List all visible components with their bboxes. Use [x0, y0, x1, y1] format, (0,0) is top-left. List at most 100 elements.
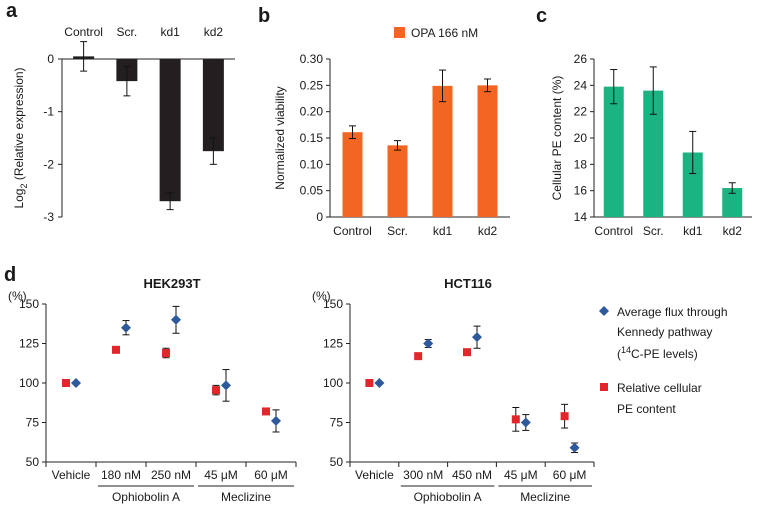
a-bar: [159, 59, 181, 202]
b-y-tick-label: 0.30: [300, 52, 324, 66]
b-y-tick-label: 0: [316, 210, 323, 224]
d-right-flux-point: [472, 332, 482, 343]
c-x-tick-label: Control: [594, 224, 633, 238]
d-left-y-unit: (%): [8, 289, 27, 303]
d-right-flux-point: [423, 338, 434, 349]
d-left-pe-content-point: [162, 348, 170, 357]
b-bar: [432, 85, 453, 217]
a-y-tick-label: -1: [43, 105, 54, 119]
d-right-pe-content-point: [463, 348, 471, 357]
d-left-pe-content-point: [112, 345, 120, 354]
a-x-tick-label: Control: [64, 25, 103, 39]
panel-d-legend: Average flux through Kennedy pathway (14C-…: [599, 305, 728, 416]
c-bar: [682, 152, 703, 217]
legend-flux-line-3: (14C-PE levels): [617, 345, 698, 361]
d-left-x-tick-label: 250 nM: [151, 468, 191, 482]
b-y-tick-label: 0.05: [300, 184, 324, 198]
b-legend-label: OPA 166 nM: [411, 26, 478, 40]
b-y-tick-label: 0.25: [300, 78, 324, 92]
d-right-title: HCT116: [444, 276, 492, 291]
c-y-tick-label: 18: [574, 157, 588, 171]
c-bar: [643, 90, 664, 217]
b-x-tick-label: Scr.: [387, 224, 408, 238]
c-y-tick-label: 20: [574, 131, 588, 145]
d-left-pe-content-point: [262, 407, 270, 416]
a-y-tick-label: -2: [43, 157, 54, 171]
d-left-title: HEK293T: [143, 276, 200, 291]
panel-d-hct116-chart: HCT116 (%) 50 75 100 125 150 Vehicle 300 nM 450 n…: [312, 276, 595, 504]
d-right-y-tick-label: 150: [323, 297, 343, 311]
d-right-y-tick-label: 50: [330, 455, 344, 469]
legend-flux-marker: [599, 306, 609, 316]
d-left-y-tick-label: 50: [26, 455, 40, 469]
b-y-tick-label: 0.15: [300, 131, 324, 145]
b-y-tick-label: 0.20: [300, 105, 324, 119]
d-right-x-tick-label: 45 μM: [504, 468, 538, 482]
d-right-x-tick-label: 300 nM: [403, 468, 443, 482]
c-x-tick-label: kd2: [723, 224, 743, 238]
d-left-flux-point: [121, 322, 131, 333]
d-left-pe-content-point: [62, 379, 70, 387]
c-y-tick-label: 26: [574, 52, 588, 66]
d-left-flux-point: [271, 415, 281, 426]
d-left-y-tick-label: 100: [19, 376, 39, 390]
panel-label-b: b: [258, 5, 270, 27]
c-y-tick-label: 16: [574, 184, 588, 198]
c-bar: [603, 86, 624, 218]
legend-pe-marker: [600, 383, 608, 391]
a-x-tick-label: kd1: [160, 25, 180, 39]
d-left-flux-point: [221, 380, 231, 391]
d-right-y-tick-label: 125: [323, 337, 343, 351]
d-right-y-unit: (%): [312, 289, 331, 303]
d-right-x-tick-label: 450 nM: [452, 468, 492, 482]
a-y-tick-label: 0: [47, 52, 54, 66]
c-y-axis-label: Cellular PE content (%): [550, 76, 564, 201]
legend-flux-line-2: Kennedy pathway: [617, 325, 712, 339]
d-right-flux-point: [569, 442, 580, 453]
d-left-flux-point: [71, 378, 81, 388]
d-left-pe-content-point: [212, 386, 220, 395]
a-bar: [202, 59, 224, 152]
b-x-tick-label: kd2: [478, 224, 498, 238]
panel-label-c: c: [536, 5, 547, 27]
c-x-tick-label: kd1: [683, 224, 703, 238]
d-left-x-tick-label: 60 μM: [254, 468, 288, 482]
a-y-tick-label: -3: [43, 210, 54, 224]
d-right-group-label: Meclizine: [520, 490, 570, 504]
b-bar: [387, 145, 408, 217]
d-right-y-tick-label: 75: [330, 416, 344, 430]
a-y-axis-label: Log2 (Relative expression): [12, 67, 29, 208]
panel-label-a: a: [6, 0, 18, 22]
panel-label-d: d: [4, 264, 16, 286]
d-left-flux-point: [171, 314, 181, 325]
b-y-tick-label: 0.10: [300, 157, 324, 171]
d-right-pe-content-point: [414, 352, 423, 361]
legend-flux-line-1: Average flux through: [617, 305, 728, 319]
d-left-x-tick-label: Vehicle: [52, 468, 91, 482]
d-left-x-tick-label: 180 nM: [101, 468, 141, 482]
legend-pe-line-1: Relative cellular: [617, 381, 702, 395]
c-x-tick-label: Scr.: [643, 224, 664, 238]
a-x-tick-label: kd2: [204, 25, 224, 39]
d-left-y-tick-label: 75: [26, 416, 40, 430]
panel-b-chart: 0 0.05 0.10 0.15 0.20 0.25 0.30 Control Scr. kd1 k…: [273, 26, 510, 238]
panel-a-chart: 0 -1 -2 -3 Control Scr. kd1 kd2 Log2 (Relative e…: [12, 25, 235, 224]
c-bar: [722, 188, 743, 217]
d-left-group-label: Meclizine: [221, 490, 271, 504]
d-right-x-tick-label: 60 μM: [553, 468, 587, 482]
d-right-y-tick-label: 100: [323, 376, 343, 390]
b-bar: [477, 85, 498, 217]
d-right-pe-content-point: [560, 412, 569, 421]
d-left-group-label: Ophiobolin A: [112, 490, 180, 504]
d-right-pe-content-point: [511, 415, 520, 424]
d-left-y-tick-label: 150: [19, 297, 39, 311]
legend-pe-line-2: PE content: [617, 402, 676, 416]
c-y-tick-label: 24: [574, 78, 588, 92]
d-right-flux-point: [374, 378, 385, 388]
a-x-tick-label: Scr.: [117, 25, 138, 39]
b-y-axis-label: Normalized viability: [273, 86, 287, 189]
c-y-tick-label: 14: [574, 210, 588, 224]
d-right-group-label: Ophiobolin A: [414, 490, 482, 504]
c-y-tick-label: 22: [574, 105, 588, 119]
